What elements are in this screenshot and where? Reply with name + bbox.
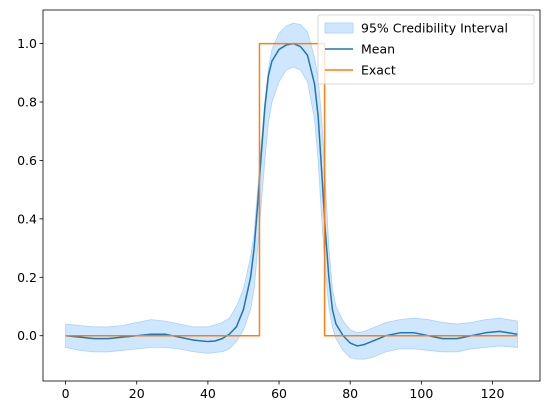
x-tick-label: 120 bbox=[481, 386, 505, 401]
x-axis: 0 20 40 60 80 100 120 bbox=[62, 381, 505, 401]
legend-label-credibility-interval: 95% Credibility Interval bbox=[361, 21, 508, 36]
y-tick-label: 0.6 bbox=[17, 153, 37, 168]
legend-box bbox=[317, 14, 535, 85]
x-tick-label: 20 bbox=[129, 386, 145, 401]
series-line-exact bbox=[65, 42, 518, 337]
x-tick-label: 80 bbox=[342, 386, 358, 401]
legend-label-exact: Exact bbox=[361, 63, 396, 78]
plot-area bbox=[65, 22, 518, 360]
x-tick-label: 0 bbox=[62, 386, 70, 401]
y-tick-label: 0.4 bbox=[17, 211, 37, 226]
y-tick-label: 1.0 bbox=[17, 36, 37, 51]
x-tick-label: 60 bbox=[271, 386, 287, 401]
y-tick-label: 0.8 bbox=[17, 95, 37, 110]
x-tick-label: 40 bbox=[200, 386, 216, 401]
legend-swatch-band bbox=[324, 22, 354, 34]
legend-label-mean: Mean bbox=[361, 42, 395, 57]
y-axis: 0.0 0.2 0.4 0.6 0.8 1.0 bbox=[17, 36, 43, 343]
axes-frame bbox=[42, 9, 541, 382]
x-tick-label: 100 bbox=[409, 386, 433, 401]
legend: 95% Credibility Interval Mean Exact bbox=[317, 14, 535, 85]
y-tick-label: 0.2 bbox=[17, 270, 37, 285]
y-tick-label: 0.0 bbox=[17, 328, 37, 343]
band-credibility-interval bbox=[65, 22, 518, 360]
